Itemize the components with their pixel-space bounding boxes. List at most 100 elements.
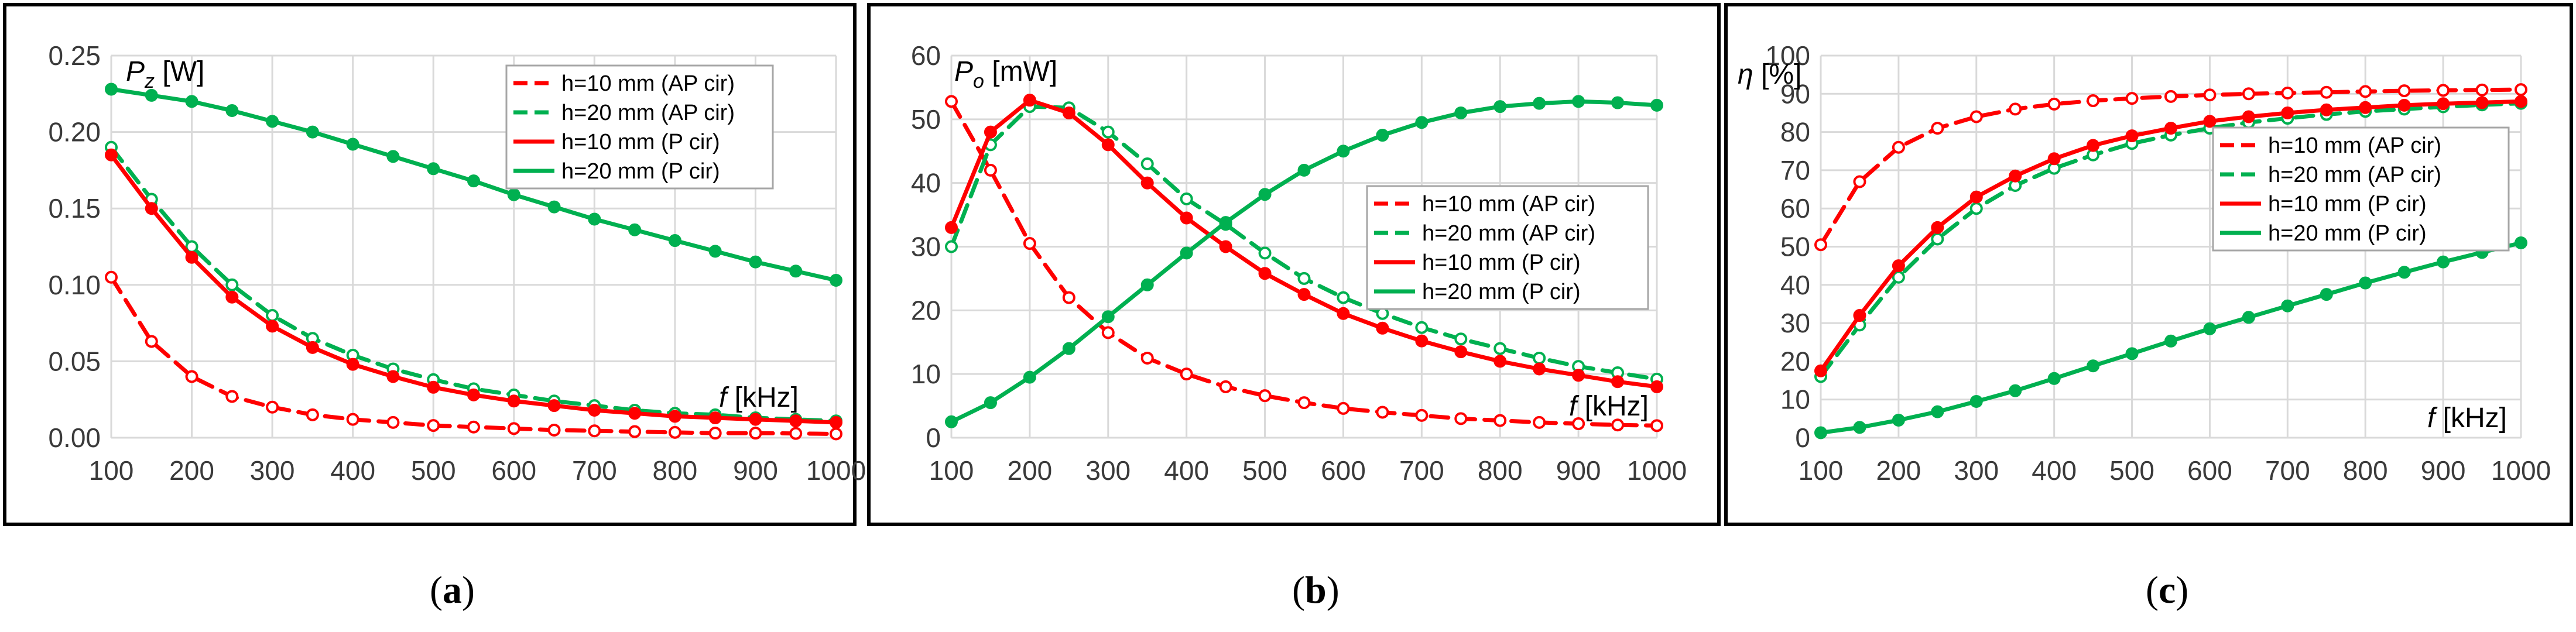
data-point: [1650, 98, 1663, 112]
data-point: [1572, 417, 1585, 431]
data-point: [1101, 125, 1115, 139]
y-axis-label: η [%]: [1738, 59, 1801, 90]
data-point: [668, 425, 681, 439]
data-point: [2203, 88, 2217, 102]
x-tick-label: 1000: [2491, 455, 2551, 486]
data-point: [1180, 192, 1193, 205]
data-point: [789, 265, 803, 278]
y-tick-label: 60: [1780, 193, 1810, 224]
data-point: [185, 95, 198, 108]
data-point: [1297, 288, 1311, 301]
data-point: [306, 341, 319, 354]
x-tick-label: 600: [491, 455, 536, 486]
data-point: [1650, 380, 1663, 393]
data-point: [2281, 106, 2294, 119]
x-tick-label: 700: [2265, 455, 2310, 486]
data-point: [945, 240, 958, 253]
data-point: [225, 390, 239, 403]
data-point: [105, 83, 118, 96]
y-tick-label: 20: [911, 295, 941, 325]
data-point: [2242, 87, 2255, 101]
legend-entry: h=10 mm (AP cir): [2268, 133, 2441, 158]
data-point: [1415, 408, 1429, 422]
legend-entry: h=20 mm (P cir): [1422, 280, 1581, 304]
y-tick-label: 40: [911, 168, 941, 198]
data-point: [2009, 384, 2022, 397]
data-point: [2437, 255, 2450, 269]
data-point: [588, 403, 601, 417]
data-point: [1258, 267, 1272, 280]
data-point: [1853, 175, 1866, 188]
x-tick-label: 700: [1399, 455, 1444, 486]
data-point: [427, 162, 440, 176]
data-point: [2164, 122, 2177, 135]
legend: h=10 mm (AP cir) h=20 mm (AP cir) h=10 mm …: [1366, 185, 1649, 310]
data-point: [1493, 414, 1507, 427]
data-point: [1376, 406, 1389, 419]
x-tick-label: 500: [2109, 455, 2154, 486]
data-point: [1023, 370, 1036, 384]
data-point: [145, 202, 158, 215]
data-point: [1454, 106, 1468, 119]
data-point: [789, 427, 803, 440]
y-tick-label: 50: [911, 104, 941, 135]
y-tick-label: 90: [1780, 78, 1810, 109]
x-tick-label: 1000: [1627, 455, 1687, 486]
data-point: [2125, 347, 2139, 360]
data-point: [1533, 97, 1546, 110]
legend-entry: h=10 mm (AP cir): [1422, 192, 1595, 217]
y-tick-label: 30: [911, 232, 941, 262]
data-point: [225, 278, 239, 291]
data-point: [1969, 394, 1983, 408]
data-point: [386, 150, 400, 163]
x-tick-label: 500: [411, 455, 456, 486]
x-tick-label: 200: [1008, 455, 1053, 486]
data-point: [2125, 92, 2139, 105]
data-point: [749, 427, 762, 440]
data-point: [507, 188, 520, 201]
data-point: [2359, 276, 2372, 290]
data-point: [1140, 351, 1154, 365]
data-point: [708, 245, 722, 258]
x-tick-label: 800: [1478, 455, 1523, 486]
data-point: [306, 408, 319, 421]
x-tick-label: 700: [572, 455, 617, 486]
y-tick-label: 0.20: [48, 117, 101, 147]
y-tick-label: 50: [1780, 232, 1810, 262]
data-point: [1219, 380, 1232, 393]
data-point: [1572, 369, 1585, 382]
x-tick-label: 600: [1321, 455, 1366, 486]
data-point: [2397, 98, 2411, 112]
data-point: [185, 250, 198, 264]
legend-entry: h=20 mm (AP cir): [2268, 163, 2441, 187]
data-point: [2475, 83, 2489, 97]
data-point: [1219, 240, 1232, 253]
x-tick-label: 900: [2421, 455, 2466, 486]
x-tick-label: 100: [1799, 455, 1844, 486]
data-point: [1415, 116, 1429, 129]
data-point: [749, 413, 762, 426]
data-point: [467, 420, 480, 434]
data-point: [984, 163, 997, 177]
data-point: [1062, 291, 1075, 304]
data-point: [2047, 97, 2061, 111]
data-point: [2437, 97, 2450, 111]
data-point: [2515, 83, 2527, 97]
legend-entry: h=20 mm (AP cir): [561, 101, 735, 125]
x-tick-label: 200: [1876, 455, 1921, 486]
data-point: [1023, 94, 1036, 107]
data-point: [1062, 342, 1075, 355]
data-point: [266, 309, 279, 322]
data-point: [1533, 415, 1546, 429]
data-point: [2009, 169, 2022, 183]
x-axis-label: f [kHz]: [1569, 391, 1649, 422]
data-point: [2359, 101, 2372, 114]
data-point: [2397, 84, 2411, 98]
data-point: [1415, 334, 1429, 348]
data-point: [1023, 237, 1036, 250]
data-point: [1258, 246, 1272, 260]
data-point: [266, 115, 279, 128]
data-point: [467, 388, 480, 401]
x-tick-label: 400: [1164, 455, 1209, 486]
